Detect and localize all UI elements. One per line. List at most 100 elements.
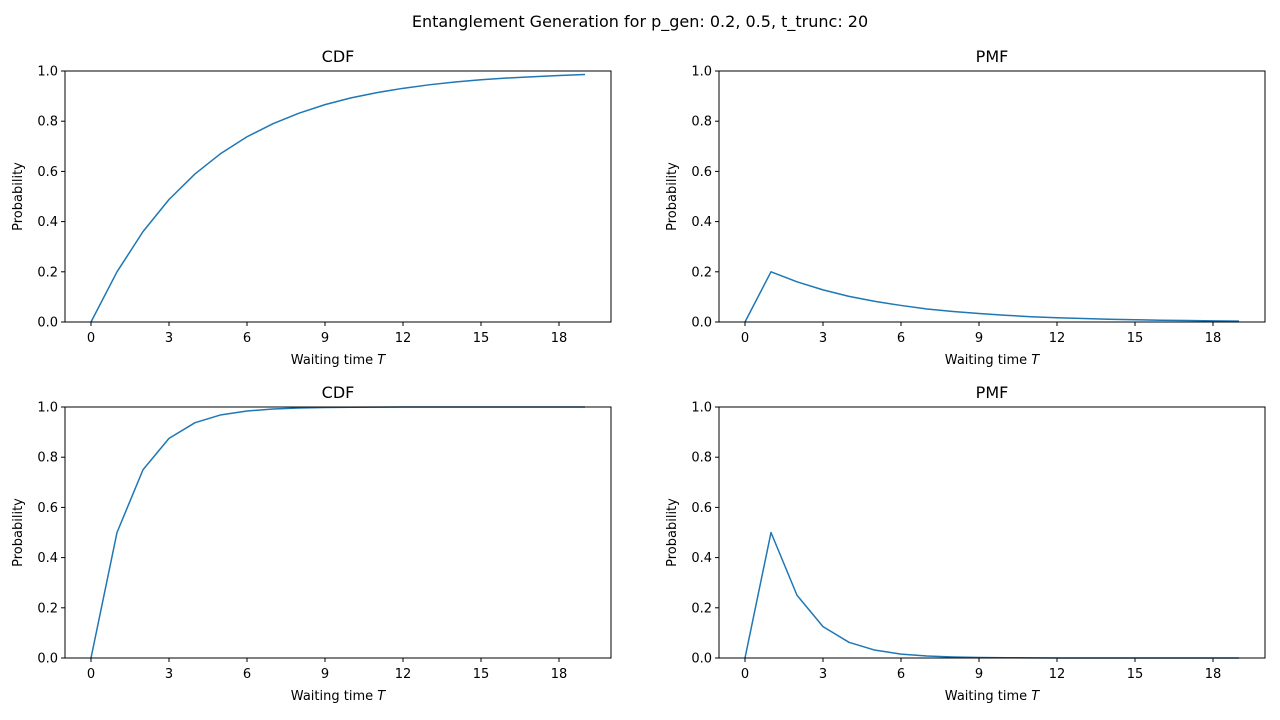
data-point <box>272 123 274 125</box>
y-tick-label: 1.0 <box>37 401 58 416</box>
x-tick-label: 0 <box>87 331 95 346</box>
data-point <box>194 422 196 424</box>
x-tick-label: 18 <box>1205 331 1222 346</box>
data-point <box>770 532 772 534</box>
data-point <box>874 649 876 651</box>
x-axis-label-text: Waiting time <box>291 353 377 368</box>
data-point <box>1134 319 1136 321</box>
x-tick-label: 6 <box>897 331 905 346</box>
series-line <box>90 73 586 323</box>
x-tick-label: 15 <box>473 667 490 682</box>
subplot-4: PMF 0.0 0.2 0.4 0.6 0.8 1.0 0 3 6 9 12 15 18 Waiting t… <box>665 383 1266 704</box>
x-axis-label: Waiting time T <box>291 353 386 368</box>
x-tick-label: 0 <box>87 667 95 682</box>
subplot-2: PMF 0.0 0.2 0.4 0.6 0.8 1.0 0 3 6 9 12 15 18 Waiting t… <box>665 47 1266 368</box>
y-tick-label: 0.4 <box>37 215 58 230</box>
data-point <box>298 112 300 114</box>
x-tick-label: 12 <box>1049 667 1066 682</box>
data-point <box>168 199 170 201</box>
data-point <box>796 281 798 283</box>
y-tick-label: 0.2 <box>691 265 712 280</box>
x-axis-label-text: Waiting time <box>945 353 1031 368</box>
data-point <box>770 271 772 273</box>
x-tick-label: 18 <box>551 331 568 346</box>
data-point <box>848 641 850 643</box>
x-tick-label: 3 <box>165 331 173 346</box>
axes-frame <box>64 406 612 659</box>
y-tick-label: 0.4 <box>691 215 712 230</box>
x-tick-label: 12 <box>395 331 412 346</box>
data-point <box>848 295 850 297</box>
subplot-title: CDF <box>322 47 355 66</box>
data-point <box>900 653 902 655</box>
data-point <box>480 79 482 81</box>
x-tick-label: 18 <box>551 667 568 682</box>
subplot-title: PMF <box>976 47 1009 66</box>
x-axis-label-variable: T <box>377 353 386 368</box>
x-axis-label-text: Waiting time <box>945 689 1031 704</box>
x-axis-label-variable: T <box>1031 689 1040 704</box>
x-axis-label: Waiting time T <box>291 689 386 704</box>
data-point <box>978 312 980 314</box>
data-point <box>220 414 222 416</box>
data-point <box>1108 318 1110 320</box>
x-tick-label: 6 <box>243 331 251 346</box>
figure-title: Entanglement Generation for p_gen: 0.2, … <box>411 12 869 31</box>
y-tick-label: 0.8 <box>37 451 58 466</box>
y-tick-label: 0.8 <box>37 115 58 130</box>
subplot-3: CDF 0.0 0.2 0.4 0.6 0.8 1.0 0 3 6 9 12 15 18 Waiting t… <box>11 383 612 704</box>
data-point <box>1056 317 1058 319</box>
data-point <box>272 408 274 410</box>
x-tick-label: 0 <box>741 667 749 682</box>
data-point <box>376 92 378 94</box>
data-point <box>116 271 118 273</box>
x-tick-label: 3 <box>819 331 827 346</box>
data-point <box>900 304 902 306</box>
x-tick-label: 3 <box>819 667 827 682</box>
series-line <box>744 271 1240 323</box>
y-axis-label: Probability <box>11 162 26 231</box>
y-tick-label: 0.2 <box>37 601 58 616</box>
y-tick-label: 0.8 <box>691 451 712 466</box>
x-tick-label: 9 <box>321 331 329 346</box>
data-point <box>324 104 326 106</box>
x-tick-label: 6 <box>243 667 251 682</box>
y-axis-label: Probability <box>665 498 680 567</box>
data-point <box>822 626 824 628</box>
data-point <box>1030 316 1032 318</box>
axes-frame <box>718 70 1266 323</box>
data-point <box>796 594 798 596</box>
y-tick-label: 0.0 <box>691 652 712 667</box>
data-point <box>926 308 928 310</box>
y-tick-label: 0.6 <box>37 501 58 516</box>
data-point <box>952 310 954 312</box>
data-point <box>1160 319 1162 321</box>
data-point <box>1082 317 1084 319</box>
y-tick-label: 0.6 <box>691 165 712 180</box>
x-axis-label: Waiting time T <box>945 689 1040 704</box>
x-tick-label: 0 <box>741 331 749 346</box>
data-point <box>926 655 928 657</box>
data-point <box>402 87 404 89</box>
x-tick-label: 12 <box>1049 331 1066 346</box>
data-point <box>1004 314 1006 316</box>
data-point <box>116 532 118 534</box>
data-point <box>142 231 144 233</box>
y-tick-label: 0.6 <box>37 165 58 180</box>
y-tick-label: 0.6 <box>691 501 712 516</box>
data-point <box>874 300 876 302</box>
x-tick-label: 18 <box>1205 667 1222 682</box>
axes-frame <box>64 70 612 323</box>
data-point <box>168 437 170 439</box>
x-tick-label: 9 <box>321 667 329 682</box>
x-tick-label: 15 <box>473 331 490 346</box>
x-tick-label: 12 <box>395 667 412 682</box>
subplot-title: CDF <box>322 383 355 402</box>
x-axis-label: Waiting time T <box>945 353 1040 368</box>
data-point <box>220 152 222 154</box>
y-axis-label: Probability <box>665 162 680 231</box>
x-axis-label-variable: T <box>1031 353 1040 368</box>
x-tick-label: 15 <box>1127 331 1144 346</box>
y-axis-label: Probability <box>11 498 26 567</box>
